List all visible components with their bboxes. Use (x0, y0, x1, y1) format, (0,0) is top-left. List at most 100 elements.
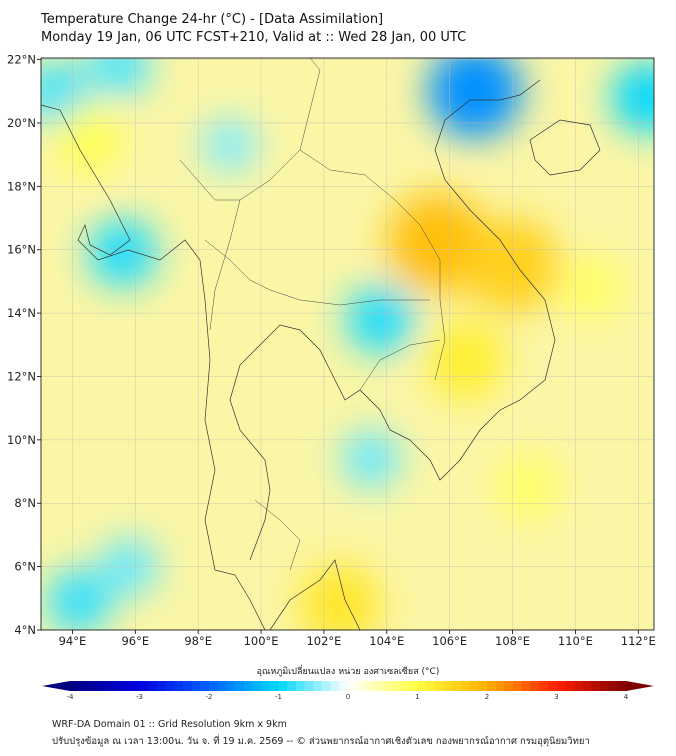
anomaly-cell (342, 430, 400, 488)
anomaly-cell (53, 104, 123, 174)
colorbar-segment (321, 681, 332, 691)
colorbar-segment (539, 681, 549, 691)
colorbar-segment (391, 681, 401, 691)
colorbar-tick-label: -2 (206, 693, 213, 701)
colorbar-segment (434, 681, 445, 691)
colorbar-segment (547, 681, 557, 691)
colorbar-segment (200, 681, 210, 691)
colorbar-segment (278, 681, 288, 691)
colorbar-segment (608, 681, 618, 691)
anomaly-cell (495, 454, 561, 520)
colorbar-segment (174, 681, 184, 691)
colorbar-segment (356, 681, 366, 691)
x-tick-label: 110°E (558, 634, 593, 648)
colorbar-label: อุณหภูมิเปลี่ยนแปลง หน่วย องศาเซลเซียส (… (256, 667, 440, 677)
x-tick-label: 94°E (59, 634, 87, 648)
colorbar-segment (374, 681, 384, 691)
colorbar-segment (339, 681, 349, 691)
colorbar-segment (573, 681, 584, 691)
colorbar-segment (287, 681, 297, 691)
colorbar-segment (408, 681, 418, 691)
colorbar-segment (78, 681, 88, 691)
colorbar-segment (148, 681, 158, 691)
colorbar-segment (504, 681, 514, 691)
colorbar-tick-label: 3 (554, 693, 558, 701)
anomaly-cell (425, 321, 505, 401)
colorbar-segment (156, 681, 167, 691)
colorbar-segment (139, 681, 149, 691)
y-tick-label: 6°N (14, 560, 36, 574)
colorbar-segment (243, 681, 253, 691)
colorbar-tick-label: -3 (136, 693, 143, 701)
colorbar-segment (87, 681, 97, 691)
colorbar-min-arrow (42, 681, 70, 691)
colorbar-segment (556, 681, 566, 691)
colorbar-segment (104, 681, 114, 691)
y-tick-label: 4°N (14, 623, 36, 637)
y-tick-label: 8°N (14, 496, 36, 510)
anomaly-cell (298, 563, 382, 630)
colorbar-segment (582, 681, 592, 691)
colorbar-segment (365, 681, 375, 691)
anomaly-cell (611, 61, 654, 134)
anomaly-cell (46, 569, 112, 630)
colorbar-segment (617, 681, 627, 691)
colorbar-segment (348, 681, 358, 691)
colorbar-segment (591, 681, 601, 691)
y-tick-label: 12°N (7, 369, 36, 383)
colorbar-segment (130, 681, 140, 691)
colorbar-segment (452, 681, 462, 691)
colorbar-segment (182, 681, 193, 691)
colorbar-segment (495, 681, 505, 691)
colorbar-segment (261, 681, 271, 691)
y-tick-label: 18°N (7, 179, 36, 193)
footer-credit: ปรับปรุงข้อมูล ณ เวลา 13:00น. วัน จ. ที่… (52, 736, 590, 747)
colorbar-segment (382, 681, 392, 691)
coastlines (41, 79, 601, 630)
colorbar-segment (269, 681, 279, 691)
chart-subtitle: Monday 19 Jan, 06 UTC FCST+210, Valid at… (41, 30, 467, 45)
map-background (41, 58, 654, 630)
colorbar-segment (209, 681, 219, 691)
colorbar-segment (226, 681, 236, 691)
y-tick-label: 16°N (7, 243, 36, 257)
y-tick-label: 20°N (7, 116, 36, 130)
colorbar-tick-label: 0 (346, 693, 350, 701)
colorbar-tick-label: -4 (67, 693, 75, 701)
colorbar-segment (513, 681, 523, 691)
x-tick-label: 102°E (306, 634, 341, 648)
x-tick-label: 96°E (121, 634, 149, 648)
colorbar-segment (313, 681, 323, 691)
colorbar-segment (469, 681, 479, 691)
colorbar-segment (417, 681, 427, 691)
colorbar-segment (96, 681, 106, 691)
chart-title: Temperature Change 24-hr (°C) - [Data As… (41, 12, 384, 27)
colorbar-segment (521, 681, 531, 691)
colorbar-tick-label: 1 (415, 693, 419, 701)
colorbar-segment (330, 681, 340, 691)
colorbar-tick-label: -1 (275, 693, 282, 701)
y-tick-label: 10°N (7, 433, 36, 447)
colorbar-segment (113, 681, 123, 691)
colorbar-segment (70, 681, 80, 691)
colorbar-segment (599, 681, 610, 691)
colorbar-segment (191, 681, 201, 691)
colorbar-segment (443, 681, 453, 691)
x-tick-label: 100°E (244, 634, 279, 648)
anomaly-cell (202, 118, 257, 173)
y-tick-label: 14°N (7, 306, 36, 320)
colorbar-segment (530, 681, 540, 691)
colorbar-segment (565, 681, 575, 691)
anomaly-cell (386, 192, 488, 294)
anomaly-cell (428, 58, 522, 139)
colorbar-segment (122, 681, 132, 691)
colorbar-segment (426, 681, 436, 691)
anomaly-cell (346, 285, 415, 354)
colorbar-segment (217, 681, 227, 691)
map-frame (40, 57, 655, 631)
colorbar-segment (487, 681, 497, 691)
colorbar-segment (252, 681, 262, 691)
colorbar-segment (235, 681, 245, 691)
colorbar-tick-label: 2 (485, 693, 489, 701)
